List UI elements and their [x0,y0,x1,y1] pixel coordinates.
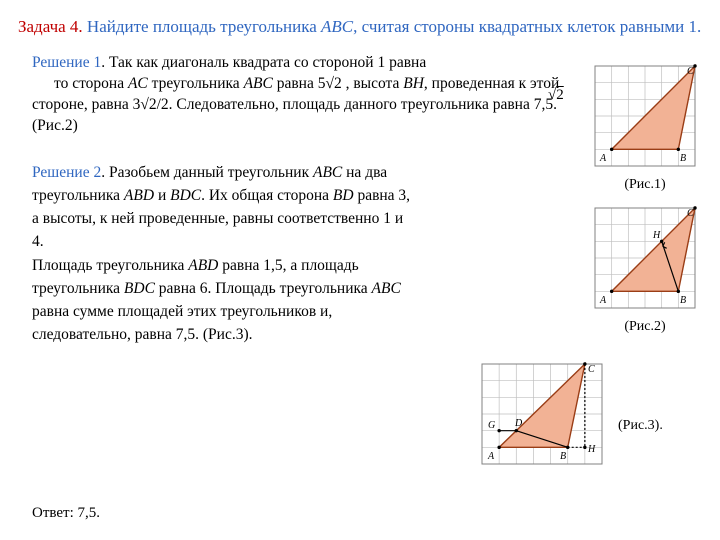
sol2-ABC2: ABC [372,280,401,297]
svg-text:D: D [514,418,523,429]
figure-2-caption: (Рис.2) [593,319,697,335]
sol2-p1a: Разобьем данный треугольник [109,164,313,181]
svg-text:B: B [680,153,686,164]
sqrt2-glyph: √2 [548,87,564,104]
svg-text:B: B [560,451,566,462]
svg-text:B: B [680,295,686,306]
problem-label: Задача 4. [18,17,83,36]
svg-text:C: C [687,66,694,77]
figure-2-svg: A B C H [593,206,697,310]
solution-2-dot: . [101,164,109,181]
sol2-BDC: BDC [170,187,201,204]
sol2-BDC2: BDC [124,280,155,297]
sol2-p2c: равна 6. Площадь треугольника [155,280,372,297]
figure-2: A B C H (Рис.2) [593,206,697,335]
sol2-p2d: равна сумме площадей этих треугольников … [32,303,332,343]
figure-1-svg: A B C [593,64,697,168]
figure-1-caption: (Рис.1) [593,177,697,193]
problem-title: Задача 4. Найдите площадь треугольника A… [18,16,702,39]
svg-text:A: A [599,295,607,306]
figure-3-caption: (Рис.3). [618,418,663,434]
sol2-p1c: . Их общая сторона [201,187,333,204]
solution-2-lead: Решение 2 [32,164,101,181]
svg-text:C: C [687,208,694,219]
figure-1: A B C (Рис.1) [593,64,697,193]
sol1-AC: AC [128,75,148,92]
sol1-l2c: равна 5√2 , высота [273,75,403,92]
svg-text:H: H [587,444,596,455]
sol1-l2a: то сторона [54,75,128,92]
solution-1: Решение 1. Так как диагональ квадрата со… [32,53,592,137]
svg-text:G: G [488,420,495,431]
figure-3-svg: A B C G D H [480,362,604,466]
page: Задача 4. Найдите площадь треугольника A… [0,0,720,540]
sol2-BD: BD [333,187,354,204]
solution-1-line1: Так как диагональ квадрата со стороной 1… [109,54,426,71]
sol2-ABC: ABC [313,164,342,181]
svg-text:C: C [588,364,595,375]
sol1-l2b: треугольника [148,75,244,92]
figure-3: ABCGDH (Рис.3). [480,362,604,471]
solution-1-lead: Решение 1 [32,54,101,71]
solution-2: Решение 2. Разобьем данный треугольник A… [32,161,412,347]
title-text: Найдите площадь треугольника [83,17,321,36]
title-text2: , считая стороны квадратных клеток равны… [353,17,701,36]
svg-text:H: H [652,230,661,241]
sol1-ABC: ABC [244,75,273,92]
sol2-ABD: ABD [124,187,154,204]
sol2-and: и [154,187,170,204]
sol2-ABD2: ABD [188,257,218,274]
title-triangle: ABC [321,17,353,36]
solution-1-dot: . [101,54,109,71]
sol2-p2a: Площадь треугольника [32,257,188,274]
sol1-BH: BH [403,75,424,92]
answer-text: Ответ: 7,5. [32,505,100,522]
svg-text:A: A [599,153,607,164]
svg-text:A: A [487,451,495,462]
